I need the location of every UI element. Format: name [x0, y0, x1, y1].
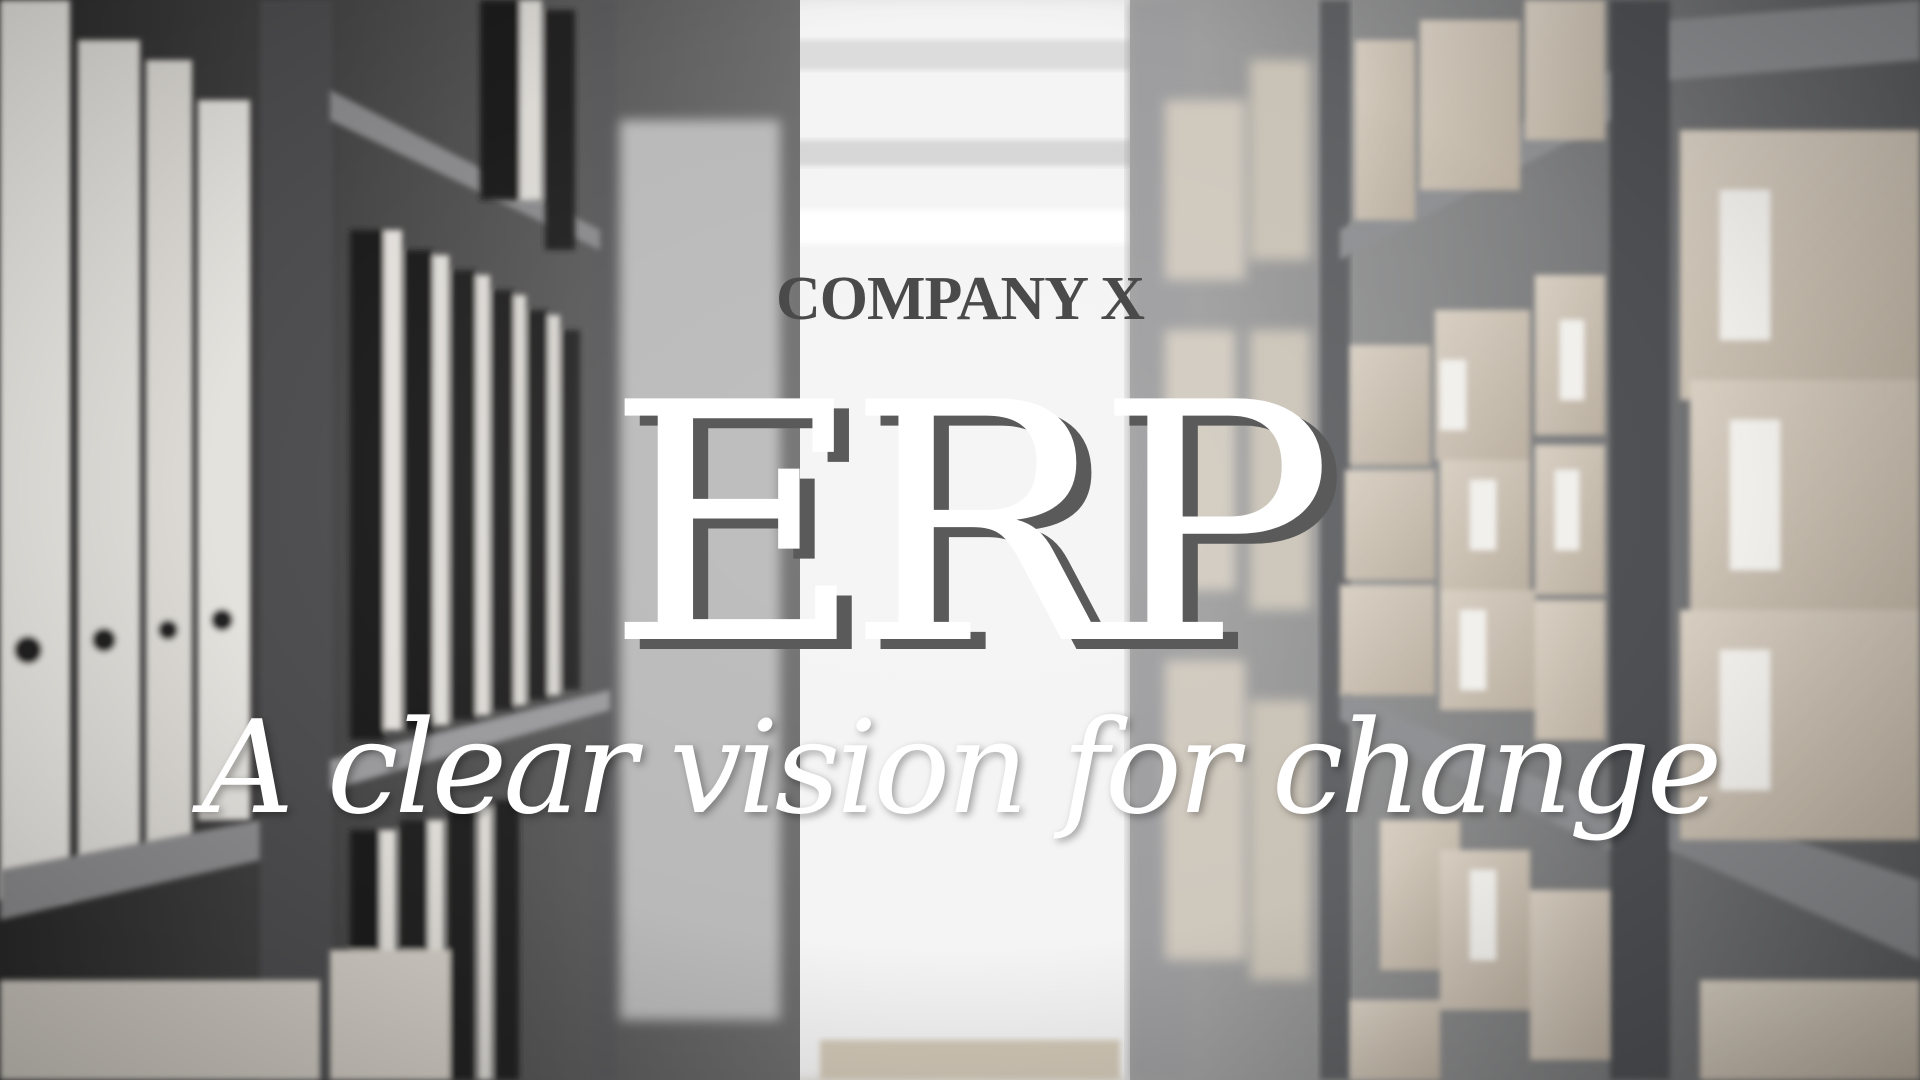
- hero-tagline: A clear vision for change: [201, 694, 1723, 843]
- company-name: COMPANY X: [775, 265, 1145, 333]
- hero-title: ERP: [605, 333, 1334, 717]
